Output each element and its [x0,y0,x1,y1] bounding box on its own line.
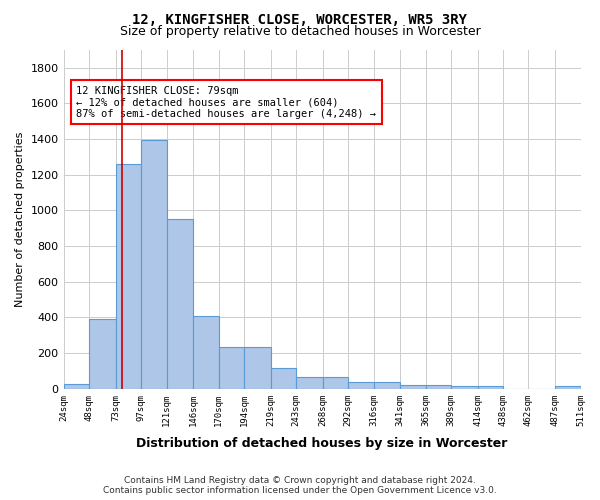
Bar [296,377,323,389]
Text: 12 KINGFISHER CLOSE: 79sqm
← 12% of detached houses are smaller (604)
87% of sem: 12 KINGFISHER CLOSE: 79sqm ← 12% of deta… [76,86,376,119]
Bar [374,382,400,389]
Bar [167,220,193,389]
Bar [451,386,478,389]
Bar [116,164,141,389]
Bar [193,316,218,389]
X-axis label: Distribution of detached houses by size in Worcester: Distribution of detached houses by size … [136,437,508,450]
Bar [425,385,451,389]
Bar [555,386,581,389]
Text: Contains HM Land Registry data © Crown copyright and database right 2024.
Contai: Contains HM Land Registry data © Crown c… [103,476,497,495]
Bar [478,386,503,389]
Y-axis label: Number of detached properties: Number of detached properties [15,132,25,307]
Text: 12, KINGFISHER CLOSE, WORCESTER, WR5 3RY: 12, KINGFISHER CLOSE, WORCESTER, WR5 3RY [133,12,467,26]
Bar [218,347,244,389]
Bar [271,368,296,389]
Bar [141,140,167,389]
Bar [400,385,425,389]
Bar [64,384,89,389]
Bar [244,347,271,389]
Bar [323,377,348,389]
Bar [348,382,374,389]
Text: Size of property relative to detached houses in Worcester: Size of property relative to detached ho… [119,25,481,38]
Bar [89,319,116,389]
